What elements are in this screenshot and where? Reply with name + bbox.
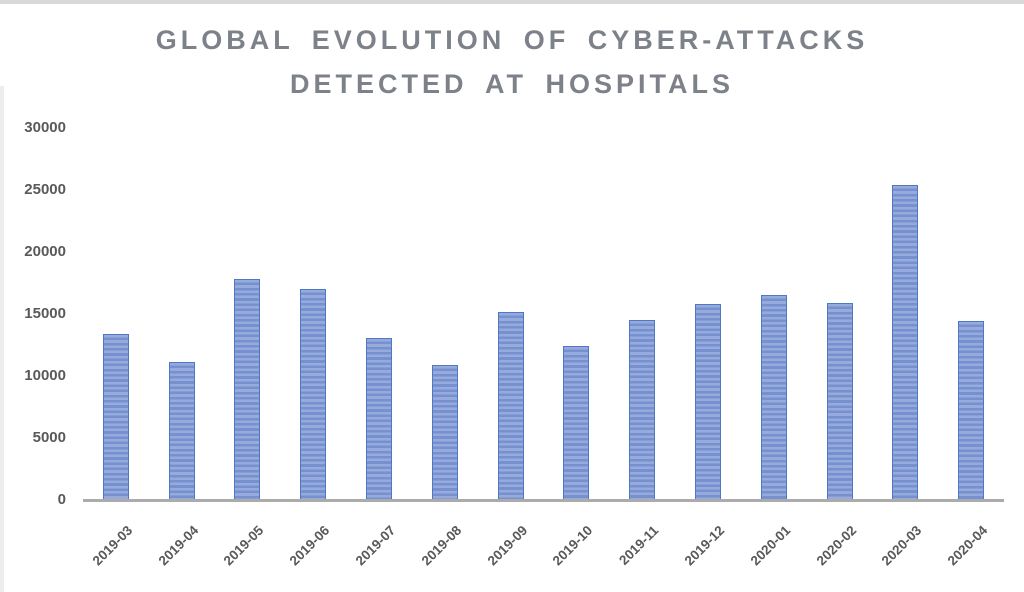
bar-2019-12 [694, 304, 721, 500]
bar-2019-10 [563, 346, 590, 500]
chart-title: GLOBAL EVOLUTION OF CYBER-ATTACKS DETECT… [0, 18, 1024, 106]
bar-2019-08 [431, 365, 458, 500]
y-tick-label-25000: 25000 [24, 181, 66, 198]
y-tick-label-5000: 5000 [32, 429, 66, 446]
x-axis-line [83, 499, 1004, 502]
bar-2020-04 [958, 321, 985, 500]
bar-2019-09 [497, 312, 524, 500]
left-edge-strip [0, 86, 4, 592]
y-tick-label-20000: 20000 [24, 243, 66, 260]
bar-2019-04 [168, 362, 195, 500]
y-tick-label-0: 0 [57, 491, 66, 508]
bar-2019-05 [234, 279, 261, 500]
bar-2020-03 [892, 185, 919, 500]
bar-2020-01 [760, 295, 787, 500]
bar-2019-03 [102, 334, 129, 500]
y-tick-label-15000: 15000 [24, 305, 66, 322]
bar-2019-07 [366, 338, 393, 500]
chart-title-line-1: GLOBAL EVOLUTION OF CYBER-ATTACKS [155, 25, 869, 55]
y-tick-label-30000: 30000 [24, 119, 66, 136]
bar-2020-02 [826, 303, 853, 500]
x-tick-label-2019-03: 2019-03 [89, 522, 136, 569]
y-tick-label-10000: 10000 [24, 367, 66, 384]
top-edge-strip [0, 0, 1024, 4]
chart-title-line-2: DETECTED AT HOSPITALS [289, 69, 734, 99]
bar-2019-06 [300, 289, 327, 500]
bar-2019-11 [629, 320, 656, 500]
